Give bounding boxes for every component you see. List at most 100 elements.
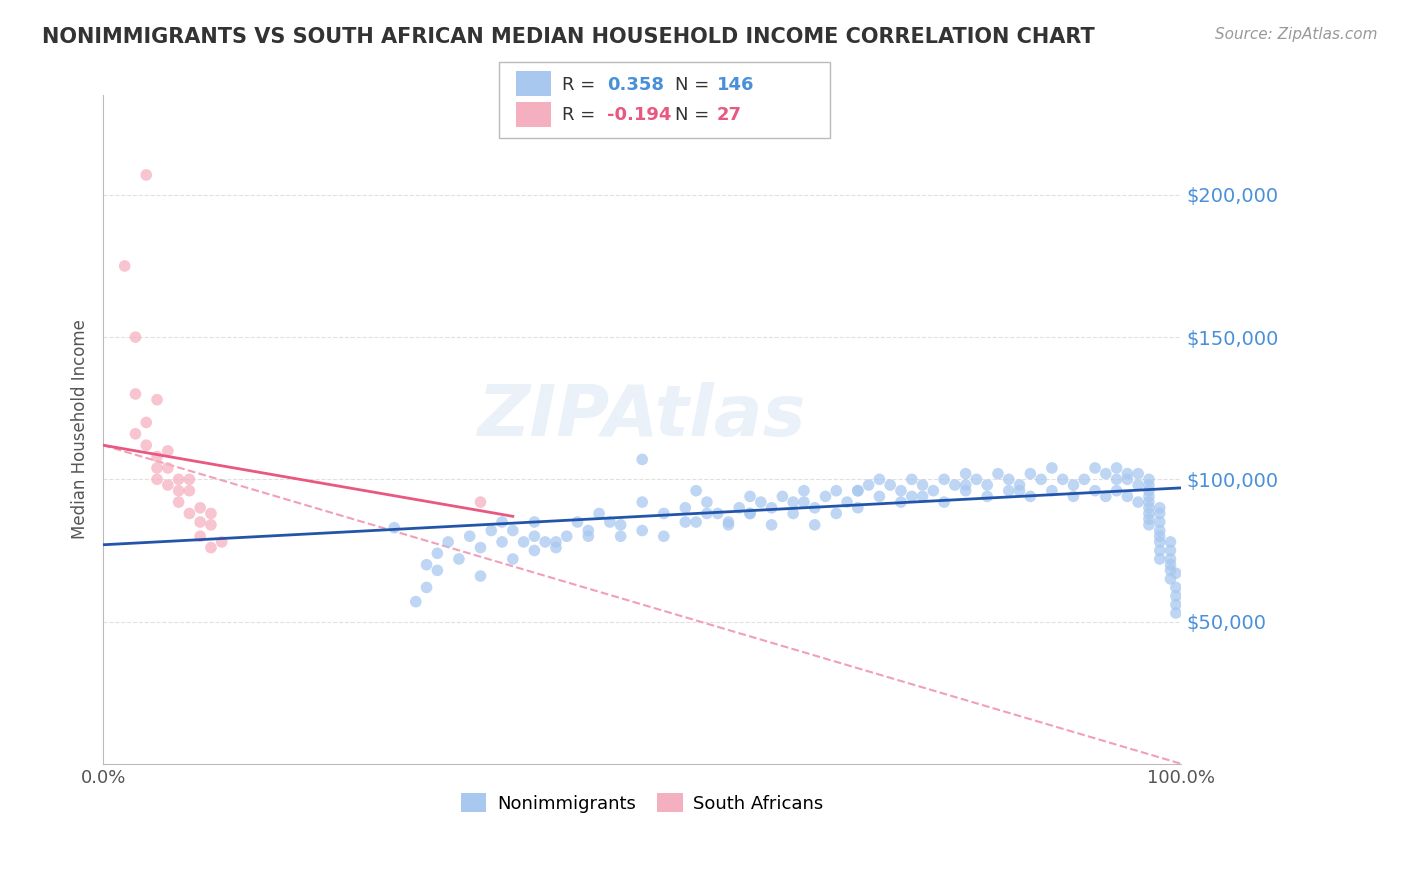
Text: N =: N = [675,106,714,124]
Point [1040,461,1063,475]
Point [1137,478,1160,492]
Point [846,483,869,498]
Point [1062,478,1084,492]
Point [188,529,211,543]
Point [1164,598,1187,612]
Point [858,478,880,492]
Point [987,467,1010,481]
Point [135,416,157,430]
Point [179,472,201,486]
Point [1137,512,1160,526]
Point [512,535,534,549]
Point [1105,483,1128,498]
Point [502,552,524,566]
Legend: Nonimmigrants, South Africans: Nonimmigrants, South Africans [451,784,832,822]
Point [922,483,945,498]
Point [890,483,912,498]
Point [1062,490,1084,504]
Point [685,483,707,498]
Point [405,595,427,609]
Point [146,392,169,407]
Point [124,330,146,344]
Point [1149,543,1171,558]
Point [156,443,179,458]
Point [470,569,492,583]
Point [932,472,955,486]
Text: R =: R = [562,106,602,124]
Point [793,495,815,509]
Point [1164,581,1187,595]
Point [1137,472,1160,486]
Point [167,483,190,498]
Point [599,515,621,529]
Point [717,515,740,529]
Point [1094,467,1116,481]
Point [415,581,437,595]
Point [997,483,1019,498]
Point [793,483,815,498]
Point [188,515,211,529]
Point [146,461,169,475]
Point [1116,467,1139,481]
Point [1137,483,1160,498]
Point [1160,563,1182,577]
Point [426,563,449,577]
Point [825,507,848,521]
Point [523,543,546,558]
Point [200,507,222,521]
Point [846,500,869,515]
Point [652,507,675,521]
Text: ZIPAtlas: ZIPAtlas [478,382,807,450]
Point [1137,490,1160,504]
Point [576,524,599,538]
Point [523,515,546,529]
Point [1094,490,1116,504]
Point [415,558,437,572]
Point [1149,524,1171,538]
Point [156,461,179,475]
Point [1137,517,1160,532]
Point [135,168,157,182]
Point [1149,507,1171,521]
Point [458,529,481,543]
Text: N =: N = [675,76,714,94]
Point [1164,606,1187,620]
Point [1008,483,1031,498]
Point [1149,552,1171,566]
Point [717,517,740,532]
Point [1029,472,1052,486]
Point [576,529,599,543]
Point [728,500,751,515]
Point [200,541,222,555]
Text: R =: R = [562,76,602,94]
Point [1019,490,1042,504]
Point [146,450,169,464]
Point [911,490,934,504]
Point [470,495,492,509]
Point [1116,490,1139,504]
Point [955,478,977,492]
Point [188,500,211,515]
Point [685,515,707,529]
Point [749,495,772,509]
Point [846,483,869,498]
Point [124,426,146,441]
Point [200,517,222,532]
Point [1149,515,1171,529]
Point [179,483,201,498]
Point [761,500,783,515]
Point [943,478,966,492]
Text: -0.194: -0.194 [607,106,672,124]
Point [631,495,654,509]
Point [738,507,761,521]
Point [1164,566,1187,581]
Text: NONIMMIGRANTS VS SOUTH AFRICAN MEDIAN HOUSEHOLD INCOME CORRELATION CHART: NONIMMIGRANTS VS SOUTH AFRICAN MEDIAN HO… [42,27,1095,46]
Point [631,452,654,467]
Point [167,495,190,509]
Point [976,490,998,504]
Point [696,495,718,509]
Point [1149,500,1171,515]
Point [588,507,610,521]
Point [1160,572,1182,586]
Point [211,535,233,549]
